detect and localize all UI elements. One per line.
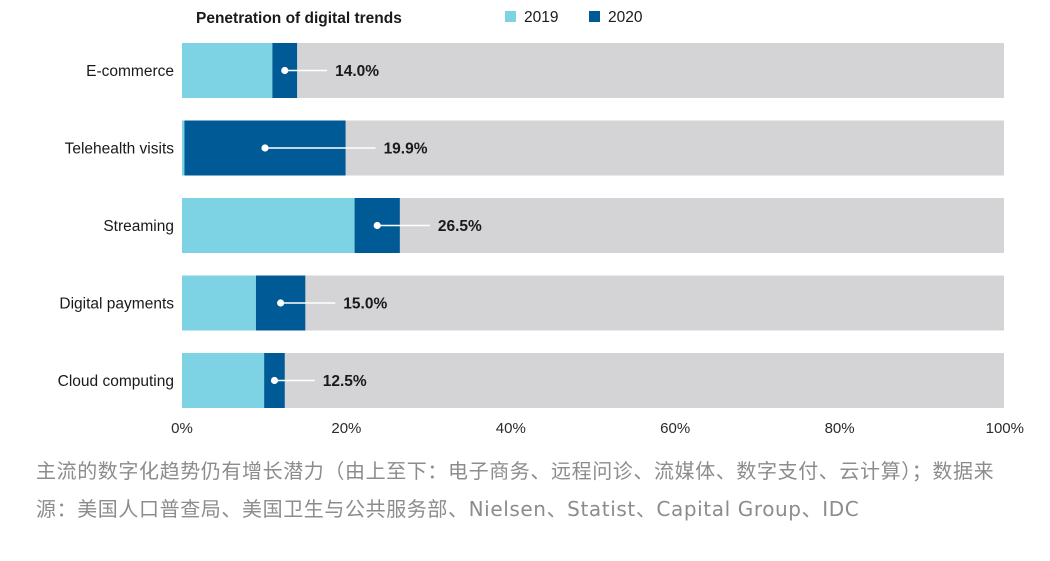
- bar-2019: [182, 43, 273, 98]
- value-marker-dot: [281, 66, 289, 75]
- category-label: Digital payments: [59, 296, 174, 313]
- bar-track: [182, 353, 1004, 408]
- legend-swatch-2019: [505, 11, 516, 22]
- category-label: Cloud computing: [58, 373, 174, 390]
- bar-2019: [182, 275, 256, 331]
- value-label: 26.5%: [438, 218, 482, 235]
- legend: 2019 2020: [505, 9, 643, 26]
- value-markers: [261, 66, 430, 385]
- category-labels: E-commerce Telehealth visits Streaming Digi…: [58, 63, 175, 390]
- x-tick-label: 80%: [825, 420, 855, 437]
- bar-tracks: [182, 43, 1004, 408]
- category-label: Telehealth visits: [65, 141, 175, 158]
- value-marker-dot: [373, 221, 381, 230]
- value-label: 19.9%: [384, 141, 428, 158]
- value-labels: 14.0% 19.9% 26.5% 15.0% 12.5%: [323, 63, 482, 390]
- value-label: 14.0%: [335, 63, 379, 80]
- category-label: Streaming: [103, 218, 174, 235]
- value-label: 12.5%: [323, 373, 367, 390]
- x-tick-label: 100%: [986, 420, 1024, 437]
- legend-label-2019: 2019: [524, 9, 558, 26]
- x-tick-label: 60%: [660, 420, 690, 437]
- category-label: E-commerce: [86, 63, 174, 80]
- chart-title: Penetration of digital trends: [196, 10, 402, 27]
- bar-2019: [182, 353, 265, 408]
- x-tick-label: 0%: [171, 420, 193, 437]
- value-marker-dot: [261, 144, 269, 152]
- x-axis-ticks: 0% 20% 40% 60% 80% 100%: [171, 420, 1024, 437]
- value-label: 15.0%: [343, 296, 387, 313]
- legend-swatch-2020: [589, 11, 600, 22]
- bars: [182, 43, 400, 408]
- value-marker-dot: [270, 376, 279, 385]
- x-tick-label: 40%: [496, 420, 526, 437]
- bar-2019: [182, 198, 355, 253]
- bar-2019: [182, 120, 185, 176]
- x-tick-label: 20%: [331, 420, 361, 437]
- value-marker-dot: [277, 299, 285, 307]
- chart-caption: 主流的数字化趋势仍有增长潜力（由上至下：电子商务、远程问诊、流媒体、数字支付、云…: [36, 459, 995, 521]
- digital-trends-bar-chart: Penetration of digital trends 2019 2020 E…: [58, 9, 1024, 437]
- legend-label-2020: 2020: [608, 9, 643, 26]
